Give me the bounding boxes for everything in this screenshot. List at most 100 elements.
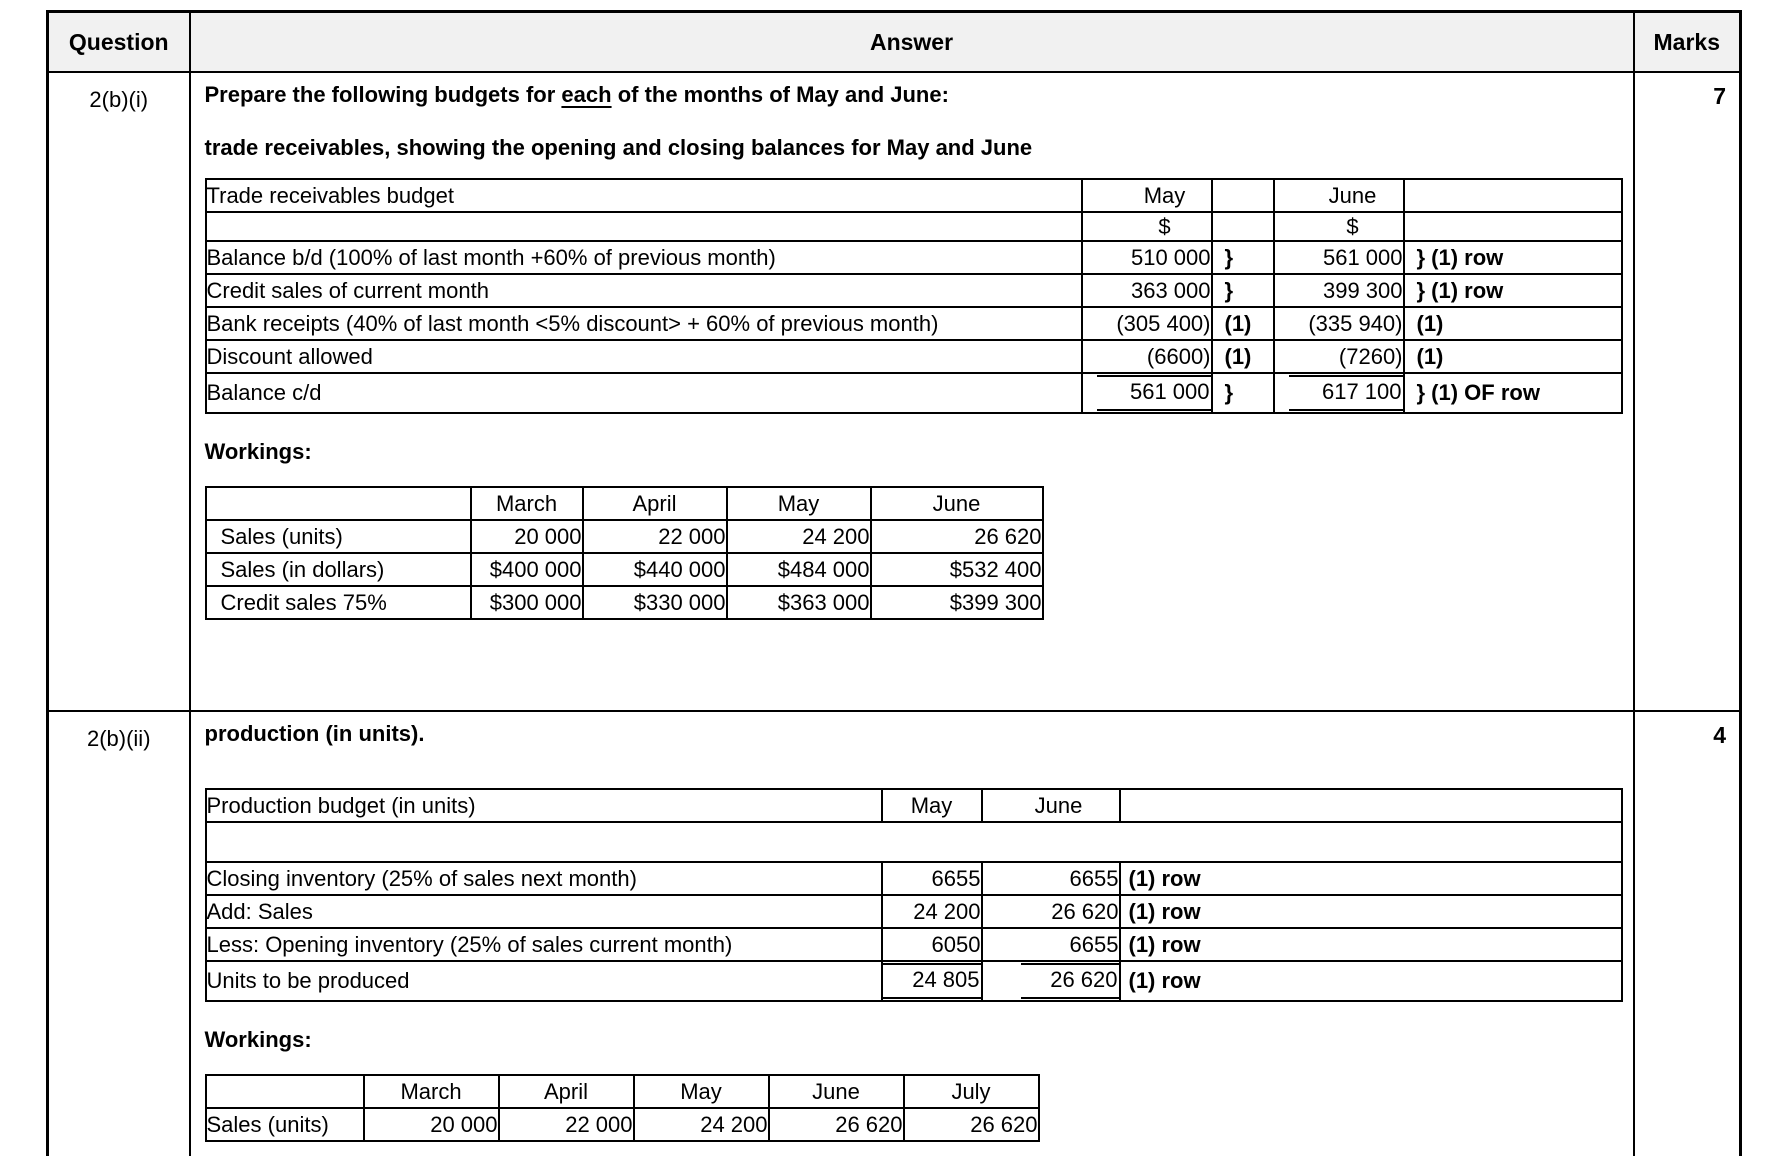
answer-cell-2bii: production (in units). Production budget… (188, 710, 1635, 1156)
budget-row-label: Units to be produced (204, 960, 883, 1002)
may-value: 363 000 (1080, 273, 1213, 308)
workings-value: $484 000 (725, 552, 872, 587)
budget-row-bank-receipts: Bank receipts (40% of last month <5% dis… (204, 306, 1623, 341)
table-row-2bi: 2(b)(i) Prepare the following budgets fo… (46, 71, 1742, 712)
may-mark-note: (1) (1210, 339, 1275, 374)
workings-row-label: Credit sales 75% (204, 585, 472, 620)
june-value: (335 940) (1272, 306, 1405, 341)
workings-heading: Workings: (204, 1027, 312, 1052)
june-value: 26 620 (980, 894, 1121, 929)
workings-row-sales-units: Sales (units) 20 000 22 000 24 200 26 62… (204, 1107, 1040, 1142)
budget-row-add-sales: Add: Sales 24 200 26 620 (1) row (204, 894, 1623, 929)
workings-value: $330 000 (581, 585, 728, 620)
budget-row-units-produced: Units to be produced 24 805 26 620 (1) r… (204, 960, 1623, 1002)
currency-symbol-may: $ (1080, 211, 1213, 242)
workings-row-label: Sales (units) (204, 519, 472, 554)
mark-note: (1) row (1118, 927, 1623, 962)
month-header: April (497, 1074, 635, 1109)
june-mark-note: } (1) row (1402, 273, 1623, 308)
question-intro-line: Prepare the following budgets for each o… (205, 83, 1619, 107)
currency-symbol-june: $ (1272, 211, 1405, 242)
table-header-row: Question Answer Marks (46, 10, 1742, 73)
june-value: 399 300 (1272, 273, 1405, 308)
may-value: 6655 (880, 861, 983, 896)
month-header: July (902, 1074, 1040, 1109)
workings-value: 20 000 (362, 1107, 500, 1142)
question-intro-line: production (in units). (204, 721, 425, 746)
budget-header-row: Production budget (in units) May June (204, 788, 1623, 823)
budget-row-label: Less: Opening inventory (25% of sales cu… (204, 927, 883, 962)
june-mark-note: (1) (1402, 339, 1623, 374)
budget-currency-row: $ $ (204, 211, 1623, 242)
workings-value: $363 000 (725, 585, 872, 620)
spacer-row (204, 821, 1623, 863)
intro-part-1: Prepare the following budgets for (204, 82, 562, 107)
may-value: 6050 (880, 927, 983, 962)
may-mark-note: } (1210, 273, 1275, 308)
june-value: (7260) (1272, 339, 1405, 374)
may-value: 510 000 (1080, 240, 1213, 275)
workings-value: 24 200 (632, 1107, 770, 1142)
intro-underlined-word: each (561, 82, 612, 107)
mark-note: (1) row (1118, 894, 1623, 929)
workings-value: $300 000 (469, 585, 584, 620)
budget-row-label: Bank receipts (40% of last month <5% dis… (204, 306, 1083, 341)
question-subtitle: trade receivables, showing the opening a… (204, 135, 1033, 160)
mark-note: (1) row (1118, 960, 1623, 1002)
june-mark-note: } (1) OF row (1402, 372, 1623, 414)
budget-row-label: Balance b/d (100% of last month +60% of … (204, 240, 1083, 275)
budget-row-label: Discount allowed (204, 339, 1083, 374)
workings-heading: Workings: (204, 439, 312, 464)
workings-month-header-row: March April May June July (204, 1074, 1040, 1109)
may-mark-note: } (1210, 372, 1275, 414)
budget-row-balance-cd: Balance c/d 561 000 } 617 100 } (1) OF r… (204, 372, 1623, 414)
workings-value: 22 000 (497, 1107, 635, 1142)
budget-row-label: Credit sales of current month (204, 273, 1083, 308)
workings-value: 24 200 (725, 519, 872, 554)
may-mark-note: } (1210, 240, 1275, 275)
budget-col-may: May (1080, 178, 1213, 213)
month-header: June (869, 486, 1044, 521)
workings-row-label: Sales (in dollars) (204, 552, 472, 587)
marks-value-2bi: 7 (1632, 71, 1742, 712)
june-total-value: 617 100 (1288, 375, 1403, 411)
budget-row-less-opening-inventory: Less: Opening inventory (25% of sales cu… (204, 927, 1623, 962)
may-total-value: 24 805 (882, 963, 981, 999)
june-value: 561 000 (1272, 240, 1405, 275)
mark-scheme-table: Question Answer Marks 2(b)(i) Prepare th… (46, 10, 1742, 1156)
june-mark-note: } (1) row (1402, 240, 1623, 275)
budget-col-may: May (880, 788, 983, 823)
workings-table-2bi: March April May June Sales (units) 20 00… (204, 486, 1044, 620)
workings-value: 22 000 (581, 519, 728, 554)
budget-row-discount-allowed: Discount allowed (6600) (1) (7260) (1) (204, 339, 1623, 374)
budget-row-label: Balance c/d (204, 372, 1083, 414)
budget-col-june: June (1272, 178, 1405, 213)
month-header: May (632, 1074, 770, 1109)
workings-value: 20 000 (469, 519, 584, 554)
answer-cell-2bi: Prepare the following budgets for each o… (188, 71, 1635, 712)
production-budget-table: Production budget (in units) May June Cl… (204, 788, 1623, 1002)
june-total-value: 26 620 (1020, 963, 1119, 999)
budget-row-balance-bd: Balance b/d (100% of last month +60% of … (204, 240, 1623, 275)
budget-title: Production budget (in units) (204, 788, 883, 823)
budget-row-label: Add: Sales (204, 894, 883, 929)
month-header: June (767, 1074, 905, 1109)
june-mark-note: (1) (1402, 306, 1623, 341)
question-number-2bii: 2(b)(ii) (46, 710, 191, 1156)
budget-row-credit-sales: Credit sales of current month 363 000 } … (204, 273, 1623, 308)
month-header: March (362, 1074, 500, 1109)
budget-col-june: June (980, 788, 1121, 823)
workings-value: $399 300 (869, 585, 1044, 620)
workings-row-credit-sales: Credit sales 75% $300 000 $330 000 $363 … (204, 585, 1044, 620)
question-number-2bi: 2(b)(i) (46, 71, 191, 712)
trade-receivables-budget-table: Trade receivables budget May June $ $ (204, 178, 1623, 414)
june-value: 6655 (980, 927, 1121, 962)
workings-value: 26 620 (902, 1107, 1040, 1142)
budget-row-closing-inventory: Closing inventory (25% of sales next mon… (204, 861, 1623, 896)
column-header-marks: Marks (1632, 10, 1742, 73)
month-header: May (725, 486, 872, 521)
budget-title: Trade receivables budget (204, 178, 1083, 213)
workings-month-header-row: March April May June (204, 486, 1044, 521)
may-value: 24 200 (880, 894, 983, 929)
